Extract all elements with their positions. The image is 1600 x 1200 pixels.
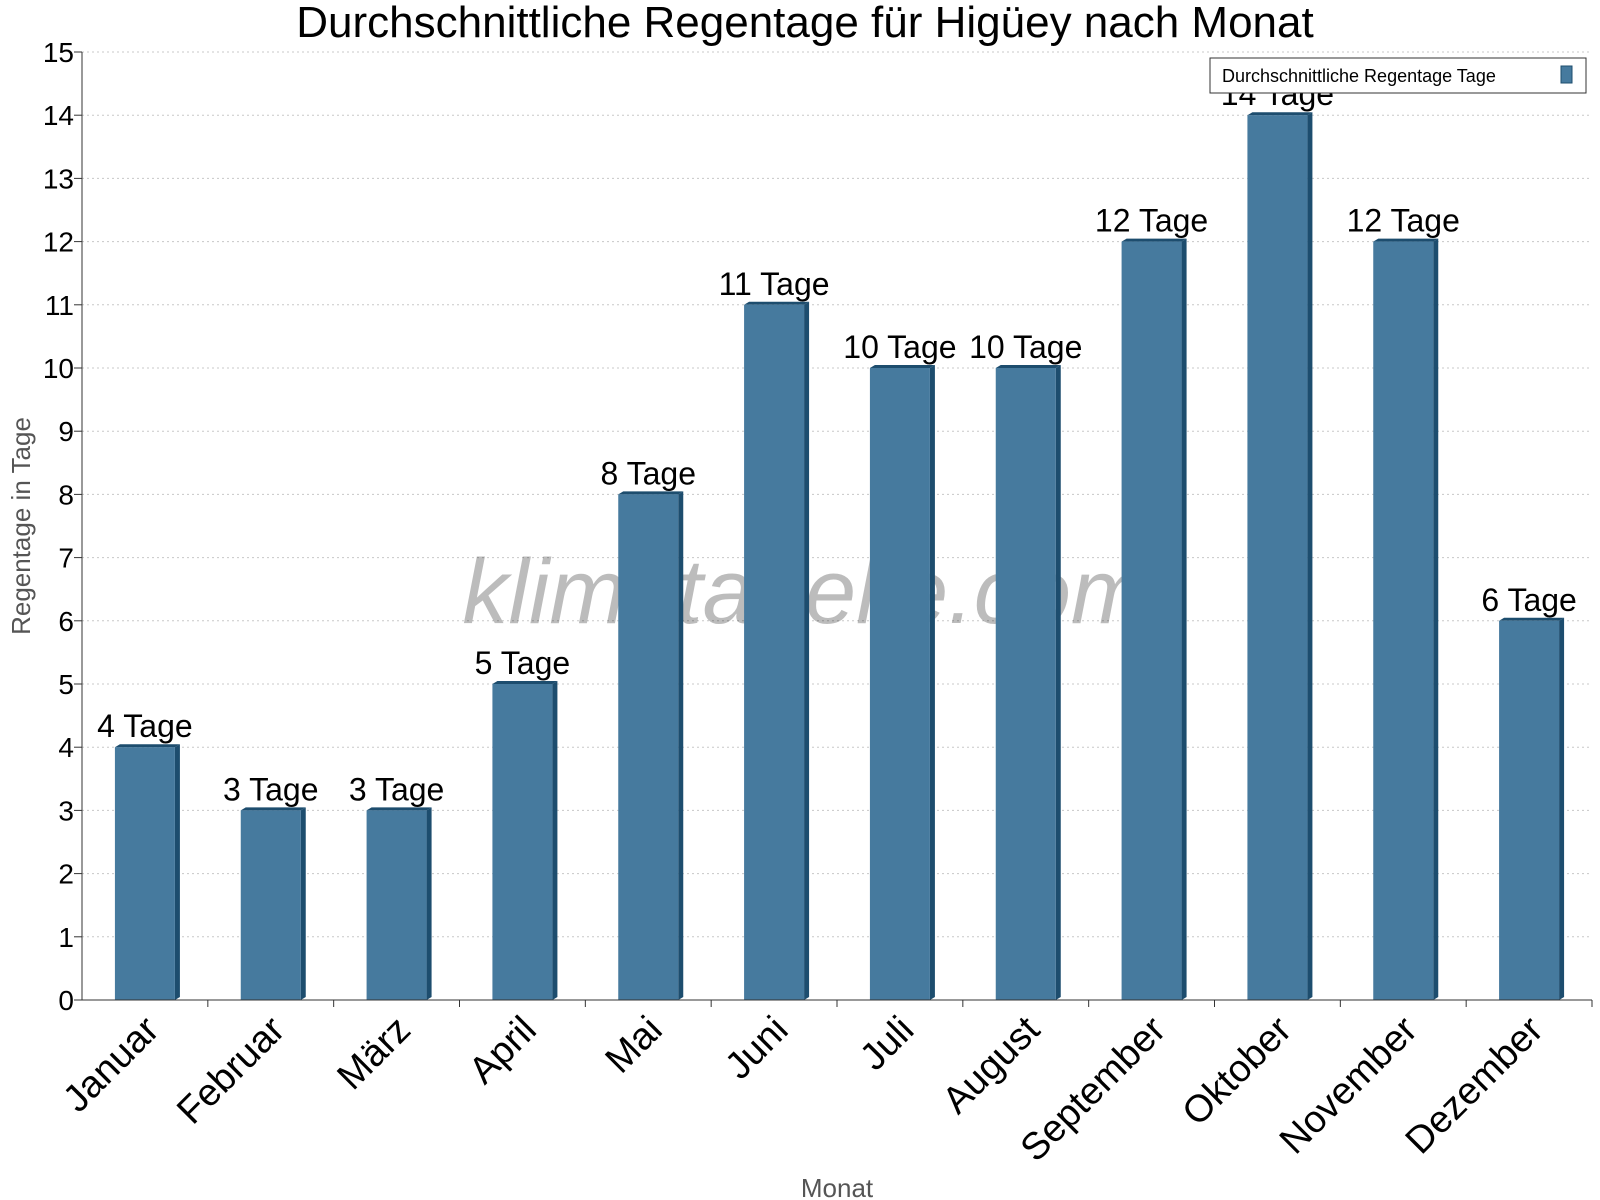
bar-face (114, 747, 175, 1000)
x-axis-label: Monat (801, 1173, 874, 1200)
bar-top (1499, 617, 1565, 621)
y-axis-label: Regentage in Tage (6, 417, 36, 635)
data-label: 5 Tage (475, 645, 571, 681)
bar-side (929, 365, 935, 1000)
bar-top (114, 744, 180, 748)
bar-face (1373, 241, 1434, 1001)
data-label: 4 Tage (97, 708, 193, 744)
bar-face (366, 810, 427, 1000)
bar-face (618, 494, 679, 1000)
y-tick-label: 12 (43, 227, 74, 258)
data-label: 3 Tage (349, 771, 445, 807)
data-label: 10 Tage (969, 329, 1082, 365)
x-tick-label: Januar (55, 1008, 167, 1120)
legend-swatch (1560, 65, 1573, 84)
y-tick-label: 5 (58, 669, 74, 700)
y-tick-label: 0 (58, 985, 74, 1016)
x-tick-label: Juni (717, 1009, 796, 1088)
x-tick-label: März (330, 1009, 419, 1098)
legend-box (1209, 57, 1587, 94)
bars: 4 Tage 3 Tage 3 Tage 5 Tage 8 Tage 11 Tage 10 … (97, 76, 1577, 1001)
x-tick-label: April (461, 1009, 544, 1092)
x-axis-ticks: Januar Februar März April Mai Juni Juli AugustS… (55, 1000, 1593, 1170)
bar-10: 14 Tage (1221, 76, 1334, 1000)
y-tick-label: 4 (58, 732, 74, 763)
bar-face (869, 368, 930, 1000)
y-tick-label: 3 (58, 795, 74, 826)
bar-top (492, 681, 558, 684)
bar-face (1121, 241, 1182, 1001)
y-tick-label: 13 (43, 163, 74, 194)
bar-face (744, 304, 805, 1000)
bar-face (492, 684, 553, 1000)
bar-12: 6 Tage (1481, 582, 1577, 1000)
bar-top (869, 365, 935, 368)
y-tick-label: 10 (43, 353, 74, 384)
bar-3: 3 Tage (349, 771, 445, 1000)
y-tick-label: 2 (58, 859, 74, 890)
bar-side (1559, 617, 1565, 1000)
bar-side (678, 491, 684, 1000)
y-tick-label: 15 (43, 37, 74, 68)
bar-side (1433, 238, 1439, 1001)
y-tick-label: 11 (45, 290, 74, 321)
bar-1: 4 Tage (97, 708, 193, 1000)
bar-side (174, 744, 180, 1000)
x-tick-label: Oktober (1175, 1008, 1301, 1134)
x-tick-label: November (1272, 1008, 1426, 1162)
bar-top (1247, 112, 1313, 116)
y-tick-label: 14 (43, 100, 74, 131)
bar-side (1181, 238, 1187, 1001)
legend-label: Durchschnittliche Regentage Tage (1222, 66, 1496, 86)
bar-top (1121, 238, 1187, 242)
bar-face (995, 368, 1056, 1000)
x-tick-label: Juli (852, 1009, 922, 1079)
data-label: 12 Tage (1347, 203, 1460, 239)
y-tick-label: 1 (58, 922, 74, 953)
data-label: 6 Tage (1481, 582, 1577, 618)
bar-top (744, 301, 810, 305)
bar-side (804, 301, 810, 1000)
x-tick-label: Mai (598, 1009, 671, 1082)
x-tick-label: Februar (169, 1008, 293, 1132)
bar-5: 8 Tage (601, 455, 697, 1000)
bar-top (366, 807, 432, 811)
x-tick-label: August (935, 1008, 1049, 1122)
y-tick-label: 6 (58, 606, 74, 637)
bar-7: 10 Tage (843, 329, 957, 1000)
x-tick-label: Dezember (1398, 1008, 1552, 1162)
bar-11: 12 Tage (1347, 203, 1460, 1001)
y-tick-label: 9 (58, 416, 74, 447)
bar-side (552, 681, 558, 1000)
data-label: 12 Tage (1095, 203, 1208, 239)
bar-top (618, 491, 684, 495)
bar-top (995, 365, 1061, 368)
bar-face (1499, 620, 1560, 1000)
data-label: 10 Tage (843, 329, 956, 365)
legend: Durchschnittliche Regentage Tage (1209, 57, 1587, 94)
bar-side (1055, 365, 1061, 1000)
bar-top (1373, 238, 1439, 242)
bar-8: 10 Tage (969, 329, 1082, 1000)
bar-face (1247, 115, 1308, 1000)
bar-9: 12 Tage (1095, 203, 1208, 1001)
bar-face (240, 810, 301, 1000)
data-label: 3 Tage (223, 771, 319, 807)
bar-4: 5 Tage (475, 645, 571, 1000)
bar-side (426, 807, 432, 1000)
grid-lines (82, 51, 1592, 938)
bar-6: 11 Tage (719, 266, 830, 1000)
data-label: 11 Tage (719, 266, 830, 302)
bar-2: 3 Tage (223, 771, 319, 1000)
bar-side (300, 807, 306, 1000)
bar-side (1307, 112, 1313, 1000)
data-label: 8 Tage (601, 455, 697, 491)
y-tick-label: 8 (58, 479, 74, 510)
chart-title: Durchschnittliche Regentage für Higüey n… (296, 0, 1313, 47)
y-tick-label: 7 (58, 543, 74, 574)
bar-top (240, 807, 306, 811)
